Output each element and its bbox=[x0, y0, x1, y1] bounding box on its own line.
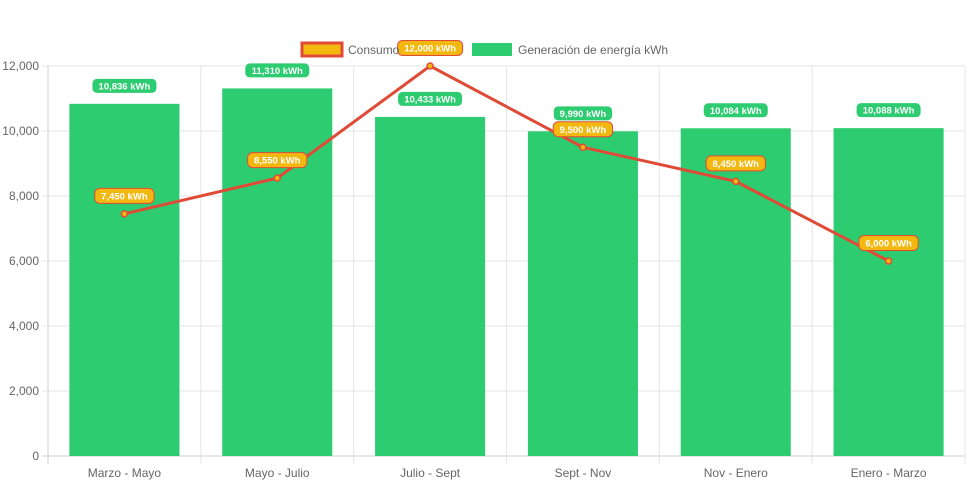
bar-data-label: 10,084 kWh bbox=[702, 102, 769, 119]
y-tick-label: 10,000 bbox=[2, 124, 39, 138]
x-tick-label: Julio - Sept bbox=[400, 466, 461, 480]
legend-label-consumo: Consumo bbox=[348, 43, 400, 57]
bar-data-label-bg bbox=[244, 62, 311, 79]
y-tick-label: 6,000 bbox=[9, 254, 39, 268]
bar-series bbox=[69, 88, 944, 457]
line-point[interactable] bbox=[120, 210, 129, 218]
line-data-label-bg bbox=[858, 235, 919, 251]
line-data-label-bg bbox=[247, 152, 308, 169]
bar[interactable] bbox=[680, 128, 791, 456]
legend: Consumo Generación de energía kWh bbox=[300, 41, 668, 58]
line-data-labels: 7,450 kWh 8,550 kWh 12,000 kWh 9,500 kWh 8,4… bbox=[94, 40, 919, 251]
bar-data-label-text: 9,990 kWh bbox=[560, 109, 607, 120]
bar[interactable] bbox=[375, 116, 486, 457]
line-data-label-bg bbox=[552, 121, 614, 138]
legend-swatch-consumo bbox=[300, 41, 344, 58]
line-point[interactable] bbox=[732, 177, 740, 186]
bar[interactable] bbox=[222, 88, 333, 457]
bar-data-label: 9,990 kWh bbox=[552, 105, 614, 122]
bar-data-label-bg bbox=[702, 102, 769, 119]
bar-data-label-text: 11,310 kWh bbox=[252, 66, 303, 77]
line-point[interactable] bbox=[273, 174, 281, 182]
consumo-line bbox=[124, 64, 890, 263]
grid-lines bbox=[42, 65, 966, 464]
bar-data-labels: 10,836 kWh 11,310 kWh 10,433 kWh 9,990 kWh 1… bbox=[91, 62, 922, 122]
line-data-label: 6,000 kWh bbox=[858, 235, 919, 251]
line-data-label-bg bbox=[94, 187, 155, 204]
line-data-label-bg bbox=[705, 155, 766, 172]
line-data-label-text: 8,550 kWh bbox=[254, 156, 301, 167]
bar[interactable] bbox=[69, 103, 180, 456]
bar-data-label-text: 10,836 kWh bbox=[99, 81, 151, 92]
x-tick-label: Sept - Nov bbox=[555, 466, 612, 480]
bar-data-label: 10,433 kWh bbox=[397, 90, 464, 107]
bar[interactable] bbox=[833, 128, 944, 456]
legend-item-consumo[interactable]: Consumo bbox=[300, 41, 400, 58]
x-tick-label: Enero - Marzo bbox=[851, 466, 927, 480]
line-data-label: 12,000 kWh bbox=[397, 40, 464, 56]
bar-data-label-bg bbox=[552, 105, 614, 122]
line-data-label-text: 12,000 kWh bbox=[404, 44, 456, 55]
y-tick-label: 0 bbox=[32, 449, 39, 463]
bar-data-label: 10,836 kWh bbox=[91, 77, 158, 94]
y-axis: 0 2,000 4,000 6,000 8,000 10,000 12,000 bbox=[2, 59, 39, 463]
y-tick-label: 4,000 bbox=[9, 319, 39, 333]
y-tick-label: 12,000 bbox=[2, 59, 39, 73]
y-tick-label: 2,000 bbox=[9, 384, 39, 398]
line-point[interactable] bbox=[884, 257, 893, 265]
x-axis: Marzo - Mayo Mayo - Julio Julio - Sept Sept… bbox=[88, 466, 927, 480]
legend-item-generacion[interactable]: Generación de energía kWh bbox=[472, 43, 668, 57]
line-data-label-text: 6,000 kWh bbox=[865, 239, 912, 250]
legend-label-generacion: Generación de energía kWh bbox=[518, 43, 668, 57]
line-point[interactable] bbox=[426, 62, 434, 70]
y-tick-label: 8,000 bbox=[9, 189, 39, 203]
bar[interactable] bbox=[527, 131, 638, 456]
x-tick-label: Marzo - Mayo bbox=[88, 466, 162, 480]
bar-data-label-text: 10,084 kWh bbox=[710, 106, 762, 117]
line-data-label: 8,550 kWh bbox=[247, 152, 308, 169]
x-tick-label: Nov - Enero bbox=[704, 466, 768, 480]
line-data-label: 8,450 kWh bbox=[705, 155, 766, 172]
bar-data-label-bg bbox=[91, 77, 158, 94]
bar-data-label-text: 10,088 kWh bbox=[863, 106, 915, 117]
line-data-label-text: 9,500 kWh bbox=[560, 125, 607, 136]
x-tick-label: Mayo - Julio bbox=[245, 466, 310, 480]
line-data-label: 9,500 kWh bbox=[552, 121, 614, 138]
line-data-label-text: 7,450 kWh bbox=[101, 191, 148, 202]
bar-data-label-text: 10,433 kWh bbox=[404, 94, 456, 105]
bar-data-label-bg bbox=[397, 90, 464, 107]
bar-data-label: 11,310 kWh bbox=[244, 62, 311, 79]
line-data-label-bg bbox=[397, 40, 464, 56]
line-point[interactable] bbox=[579, 143, 587, 151]
line-series bbox=[120, 62, 893, 265]
line-data-label-text: 8,450 kWh bbox=[713, 159, 760, 170]
line-data-label: 7,450 kWh bbox=[94, 187, 155, 204]
bar-data-label-bg bbox=[855, 102, 922, 119]
legend-swatch-generacion bbox=[472, 43, 512, 56]
bar-data-label: 10,088 kWh bbox=[855, 102, 922, 119]
